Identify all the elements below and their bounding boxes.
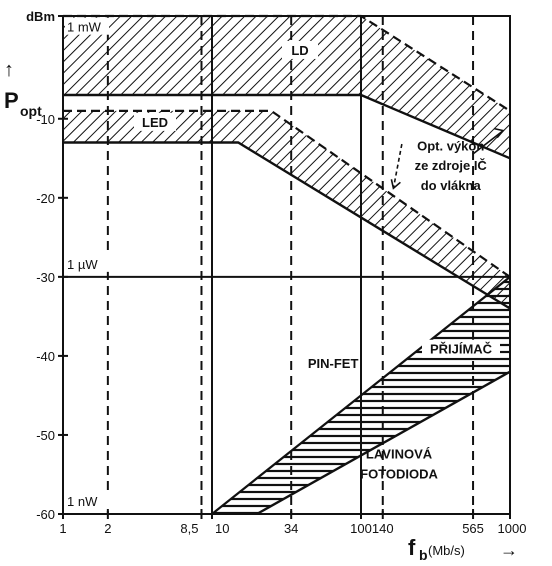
annotation-do-vlakna: do vlákna — [421, 178, 482, 193]
series-fills — [63, 16, 510, 514]
arrow-head-ld — [494, 127, 505, 139]
x-tick-label-34: 34 — [284, 521, 298, 536]
x-tick-label-565: 565 — [462, 521, 484, 536]
x-tick-label-8-5: 8,5 — [180, 521, 198, 536]
plot-frame — [62, 15, 511, 515]
y-axis-label-subscript: opt — [20, 103, 42, 119]
power-label-bg-1-nw — [65, 492, 109, 509]
annotation-fotodioda: FOTODIODA — [360, 466, 438, 481]
series-label-bg-prijimac — [422, 339, 500, 358]
y-tick-label-60: -60 — [36, 507, 55, 522]
x-axis-label-subscript: b — [419, 547, 428, 563]
x-tick-label-1: 1 — [59, 521, 66, 536]
series-lower-ld — [63, 93, 511, 160]
x-tick-label-2: 2 — [104, 521, 111, 536]
power-label-bg-1-w — [65, 254, 109, 272]
series-label-ld: LD — [291, 43, 308, 58]
arrow-head-led — [390, 179, 401, 190]
x-axis-arrow: → — [500, 540, 518, 560]
series-label-led: LED — [142, 115, 168, 130]
x-tick-label-1000: 1000 — [498, 521, 527, 536]
x-tick-label-140: 140 — [372, 521, 394, 536]
chart-text: dBm -10 -20 -30 -40 -50 -60 1 2 8,5 10 34 100 140 565 1… — [26, 9, 526, 536]
arrow-to-led — [392, 143, 403, 189]
power-label-bg-1-mw — [65, 17, 109, 35]
y-tick-label-10: -10 — [36, 112, 55, 127]
axis-ticks — [58, 15, 511, 519]
y-tick-label-30: -30 — [36, 270, 55, 285]
series-lower-prijimac — [256, 370, 511, 516]
power-label-1-w: 1 µW — [67, 257, 98, 272]
y-tick-label-50: -50 — [36, 428, 55, 443]
series-upper-prijimac — [211, 276, 511, 515]
series-lower-led — [63, 141, 511, 310]
series-band-led — [63, 110, 510, 309]
y-axis-label: P — [4, 88, 19, 113]
x-axis-label: f — [408, 535, 416, 560]
y-tick-label-dbm: dBm — [26, 9, 55, 24]
annotation-opt-vykon: Opt. výkon — [417, 138, 484, 153]
series-label-bg-ld — [282, 40, 318, 59]
y-axis-arrow: ↑ — [4, 59, 14, 81]
y-tick-label-40: -40 — [36, 349, 55, 364]
annotation-ze-zdroje-ic: ze zdroje IČ — [415, 158, 488, 173]
series-band-ld — [63, 16, 510, 159]
annotation-lavinova: LAVINOVÁ — [366, 447, 433, 462]
power-label-1-nw: 1 nW — [67, 494, 98, 509]
series-label-bg-led — [134, 112, 176, 131]
x-axis-unit: (Mb/s) — [428, 543, 465, 558]
annotation-pin-fet: PIN-FET — [308, 356, 359, 371]
power-label-1-mw: 1 mW — [67, 20, 102, 35]
x-tick-label-100: 100 — [350, 521, 372, 536]
series-label-prijimac: PŘIJÍMAČ — [430, 342, 493, 357]
x-tick-label-10: 10 — [215, 521, 229, 536]
annotation-arrows — [390, 127, 505, 190]
y-tick-label-20: -20 — [36, 191, 55, 206]
reference-lines — [63, 16, 510, 514]
arrow-to-ld — [471, 129, 504, 155]
